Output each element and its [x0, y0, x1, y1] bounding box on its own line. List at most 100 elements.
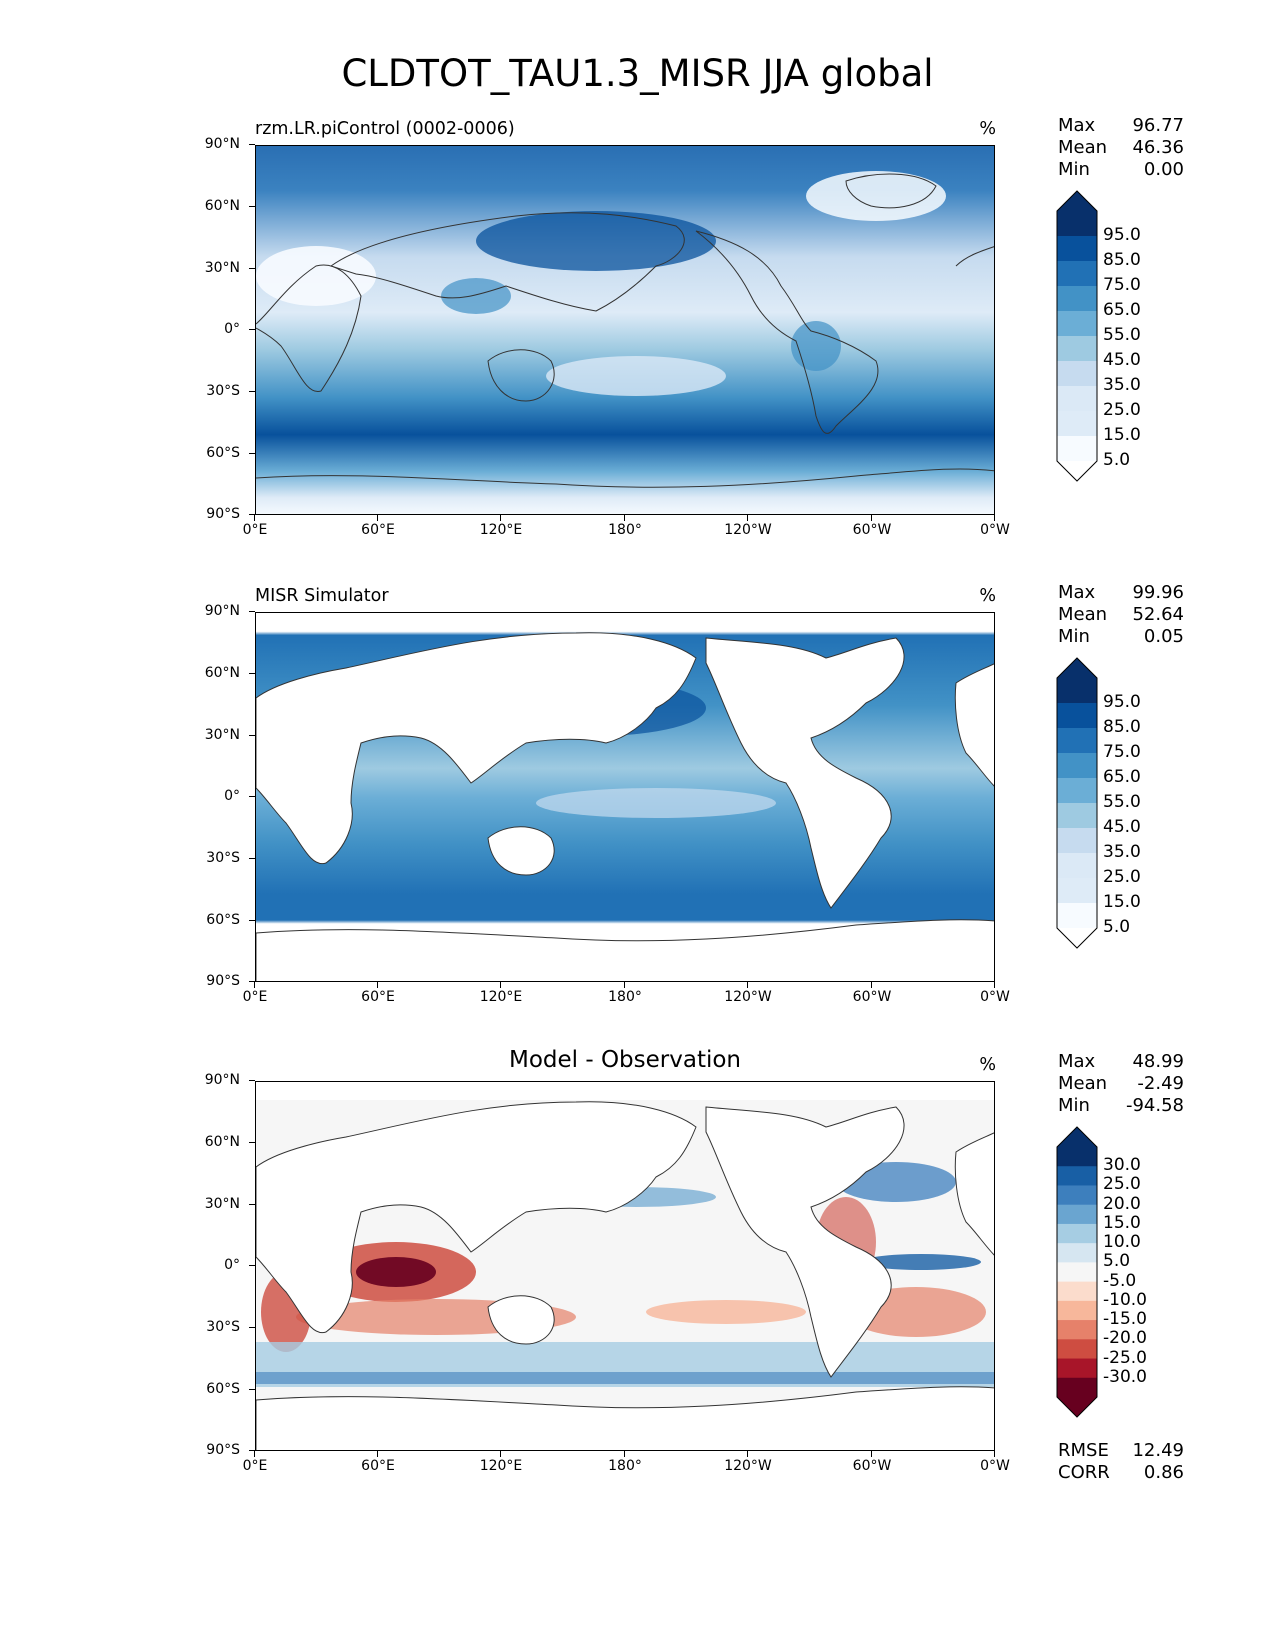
colorbar-tick-label: 65.0 [1103, 300, 1141, 320]
colorbar-graphic [1056, 1126, 1098, 1418]
colorbar-segment [1057, 1166, 1097, 1186]
colorbar-segment [1057, 1262, 1097, 1283]
colorbar-tick-label: -25.0 [1103, 1347, 1147, 1368]
lat-tick: 60°S [190, 445, 255, 461]
colorbar-tick-label: 65.0 [1103, 767, 1141, 787]
panel-title: MISR Simulator [255, 586, 389, 606]
stat-label: Max [1058, 582, 1096, 603]
colorbar-tick-label: -5.0 [1103, 1270, 1137, 1291]
colorbar-segment [1057, 1339, 1097, 1360]
stats-box: Max 99.96 Mean 52.64 Min 0.05 [1058, 582, 1184, 648]
colorbar-tick-label: 25.0 [1103, 867, 1141, 887]
colorbar-segment [1057, 703, 1097, 729]
lat-tick: 0° [190, 1257, 255, 1273]
colorbar-extend-top [1057, 658, 1097, 678]
stats-box: Max 48.99 Mean -2.49 Min -94.58 [1058, 1051, 1184, 1117]
colorbar-outline [1056, 1126, 1098, 1418]
lon-tick: 0°E [215, 515, 295, 538]
colorbar-outline [1056, 190, 1098, 482]
panel-test: rzm.LR.piControl (0002-0006) % [0, 115, 1275, 579]
lon-tick: 0°E [215, 982, 295, 1005]
colorbar-tick-label: 55.0 [1103, 792, 1141, 812]
colorbar-tick-label: 20.0 [1103, 1193, 1141, 1214]
colorbar-tick-label: 95.0 [1103, 692, 1141, 712]
figure-title: CLDTOT_TAU1.3_MISR JJA global [341, 52, 934, 95]
lat-tick: 60°N [190, 198, 255, 214]
stat-value: 96.77 [1132, 115, 1184, 136]
colorbar-graphic [1056, 190, 1098, 482]
map-plot[interactable] [255, 612, 995, 982]
colorbar-graphic [1056, 657, 1098, 949]
colorbar-extend-top [1057, 1127, 1097, 1147]
stat-label: RMSE [1058, 1440, 1109, 1461]
map-plot[interactable] [255, 1081, 995, 1451]
lat-tick: 30°N [190, 727, 255, 743]
colorbar-segment [1057, 411, 1097, 437]
units-label: % [979, 119, 996, 139]
colorbar-segment [1057, 1223, 1097, 1244]
colorbar-tick-label: 30.0 [1103, 1155, 1141, 1176]
colorbar-tick-label: 45.0 [1103, 350, 1141, 370]
colorbar-extend-bottom [1057, 461, 1097, 481]
colorbar-tick-label: 85.0 [1103, 250, 1141, 270]
colorbar-segment [1057, 878, 1097, 904]
lon-tick: 120°E [461, 1451, 541, 1474]
colorbar-segment [1057, 678, 1097, 704]
colorbar-tick-label: 95.0 [1103, 225, 1141, 245]
colorbar-segment [1057, 361, 1097, 387]
colorbar-tick-label: -30.0 [1103, 1366, 1147, 1387]
stat-value: -94.58 [1125, 1095, 1184, 1116]
colorbar-segment [1057, 311, 1097, 337]
stat-value: 0.00 [1143, 159, 1184, 180]
stat-label: Mean [1058, 604, 1108, 625]
panel-title: rzm.LR.piControl (0002-0006) [255, 119, 515, 139]
colorbar-tick-label: 55.0 [1103, 325, 1141, 345]
panel-diff: Model - Observation % 9 [0, 1047, 1275, 1515]
lon-tick: 60°W [832, 1451, 912, 1474]
lat-tick: 90°S [190, 973, 255, 989]
colorbar-segment [1057, 261, 1097, 287]
colorbar-extend-top [1057, 191, 1097, 211]
lat-tick: 30°S [190, 383, 255, 399]
stat-label: Min [1058, 159, 1090, 180]
colorbar-tick-label: 45.0 [1103, 817, 1141, 837]
colorbar-segment [1057, 211, 1097, 237]
colorbar-segment [1057, 286, 1097, 312]
colorbar-segment [1057, 1204, 1097, 1225]
lat-tick: 90°S [190, 506, 255, 522]
map-canvas [256, 1082, 994, 1450]
lon-tick: 0°W [955, 515, 1035, 538]
colorbar-tick-label: 75.0 [1103, 742, 1141, 762]
lat-tick: 30°S [190, 1319, 255, 1335]
lon-tick: 180° [585, 515, 665, 538]
colorbar-segment [1057, 386, 1097, 412]
colorbar-tick-label: 75.0 [1103, 275, 1141, 295]
land-mask [256, 632, 994, 981]
map-plot[interactable] [255, 145, 995, 515]
colorbar-segment [1057, 236, 1097, 262]
colorbar-segment [1057, 1185, 1097, 1206]
colorbar-tick-label: 15.0 [1103, 892, 1141, 912]
stat-label: Min [1058, 1095, 1090, 1116]
lat-tick: 0° [190, 788, 255, 804]
lon-tick: 180° [585, 982, 665, 1005]
colorbar-tick-label: 5.0 [1103, 917, 1131, 937]
colorbar-extend-bottom [1057, 1397, 1097, 1417]
stat-label: Min [1058, 626, 1090, 647]
colorbar-segment [1057, 853, 1097, 879]
lon-tick: 0°W [955, 1451, 1035, 1474]
error-stats-box: RMSE 12.49 CORR 0.86 [1058, 1440, 1184, 1484]
lon-tick: 60°E [338, 515, 418, 538]
colorbar-segment [1057, 1300, 1097, 1321]
lon-tick: 60°E [338, 982, 418, 1005]
colorbar [1055, 1125, 1100, 1424]
colorbar-segment [1057, 1243, 1097, 1263]
colorbar-tick-label: 25.0 [1103, 400, 1141, 420]
colorbar-tick-label: -10.0 [1103, 1289, 1147, 1310]
colorbar-segment [1057, 828, 1097, 854]
colorbar-tick-label: 5.0 [1103, 450, 1131, 470]
colorbar-segment [1057, 803, 1097, 829]
stat-value: 48.99 [1132, 1051, 1184, 1072]
stat-value: 46.36 [1132, 137, 1184, 158]
lat-tick: 60°S [190, 1381, 255, 1397]
